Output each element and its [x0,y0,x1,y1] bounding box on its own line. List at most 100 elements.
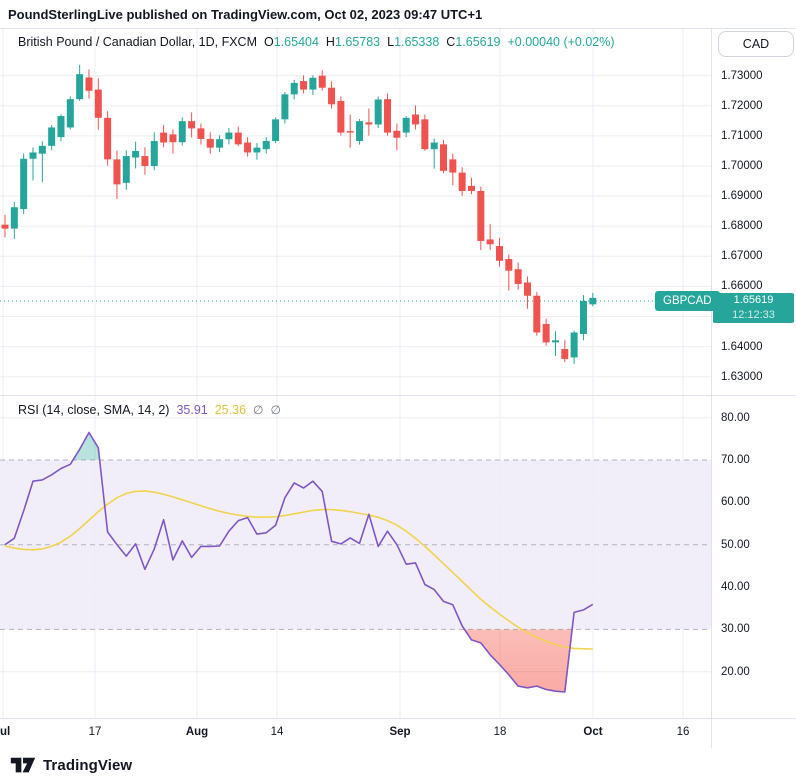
candle-up [216,135,224,153]
candle-up [579,295,587,341]
price-axis-label: 1.68000 [721,220,763,233]
pane-separator[interactable] [0,395,796,396]
candle-down [421,114,429,151]
candle-down [477,186,485,250]
price-axis-label: 1.70000 [721,160,763,172]
price-axis-label: 1.64000 [721,340,763,353]
candle-up [57,114,65,142]
candle-down [449,153,457,186]
candle-down [206,132,214,154]
candle-down [328,81,336,109]
price-axis-label: 1.72000 [721,99,763,112]
price-axis-border [711,28,712,748]
candle-up [290,79,298,100]
candle-down [533,292,541,336]
candle-down [505,254,513,291]
currency-toggle-cad-button[interactable]: CAD [718,31,794,57]
rsi-axis-label: 20.00 [721,665,750,678]
attribution-bar: PoundSterlingLive published on TradingVi… [0,0,796,28]
candle-down [337,96,345,136]
candle-up [570,330,578,364]
candle-down [412,105,420,130]
time-axis-label: Sep [389,726,411,738]
rsi-axis-label: 70.00 [721,454,750,467]
candle-up [122,150,130,190]
candle-up [29,147,37,181]
price-axis-label: 1.63000 [721,370,763,383]
candle-down [346,114,354,148]
rsi-axis-label: 30.00 [721,623,750,636]
time-axis-label: 14 [270,726,284,738]
candle-down [244,137,252,157]
candle-down [104,111,112,166]
time-axis-label: ul [0,726,11,738]
candle-up [10,201,18,239]
candle-up [76,64,84,101]
candle-up [402,116,410,138]
rsi-pane[interactable]: RSI (14, close, SMA, 14, 2) 35.91 25.36 … [0,395,711,718]
candle-down [440,140,448,174]
candle-up [551,331,559,356]
price-axis-label: 1.73000 [721,69,763,82]
price-pane[interactable]: British Pound / Canadian Dollar, 1D, FXC… [0,28,720,395]
candle-down [85,69,93,99]
price-scale-axis[interactable]: 1.65619 12:12:33 1.73000 1.72000 1.71000 1.… [711,28,796,718]
candle-down [495,237,503,267]
candlestick-canvas[interactable] [0,28,711,395]
attribution-text: PoundSterlingLive published on TradingVi… [8,6,483,22]
price-axis-label: 1.69000 [721,190,763,203]
candle-down [188,112,196,138]
candle-down [514,262,522,290]
rsi-ma-line [4,490,593,650]
candle-down [561,340,569,363]
candle-up [253,143,261,160]
candle-down [318,70,326,91]
last-price-axis-label: 1.65619 12:12:33 [713,293,794,323]
candle-up [150,132,158,171]
axis-corner-cell [711,718,796,748]
frame-top-border [0,28,796,29]
candle-up [48,125,56,151]
rsi-axis-label: 60.00 [721,496,750,509]
candle-up [374,96,382,129]
bar-countdown: 12:12:33 [732,309,775,321]
rsi-axis-label: 40.00 [721,581,750,594]
candle-down [468,177,475,195]
candle-down [141,147,149,175]
time-axis-label: 17 [88,726,102,738]
candle-up [20,153,28,215]
candle-up [38,141,46,183]
candle-down [393,123,401,151]
time-axis-label: 18 [493,726,507,738]
price-axis-label: 1.67000 [721,250,763,263]
candle-down [169,129,177,154]
candle-down [542,318,550,346]
last-price-symbol-tag: GBPCAD [655,291,720,311]
candle-up [262,137,270,154]
candle-down [197,123,205,145]
tradingview-logo-icon [10,757,36,773]
time-scale-axis[interactable]: ul 17 Aug 14 Sep 18 Oct 16 [0,718,711,748]
candle-down [365,108,373,136]
tradingview-brand-text: TradingView [43,756,133,774]
candle-down [523,276,531,309]
rsi-axis-label: 50.00 [721,538,750,551]
candle-down [486,224,494,250]
time-axis-label: Oct [583,726,603,738]
candle-down [94,78,102,130]
candle-down [300,75,308,94]
rsi-axis-label: 80.00 [721,411,750,424]
footer-bar: TradingView [0,748,796,782]
candle-down [384,93,392,136]
candle-up [225,128,233,145]
price-axis-label: 1.71000 [721,129,763,142]
candle-up [66,96,74,130]
price-axis-label: 1.66000 [721,280,763,293]
time-axis-label: 16 [676,726,690,738]
rsi-canvas[interactable] [0,395,711,718]
candle-up [589,292,597,307]
candle-up [132,141,140,169]
candle-up [430,138,438,169]
time-axis-border [0,718,796,719]
